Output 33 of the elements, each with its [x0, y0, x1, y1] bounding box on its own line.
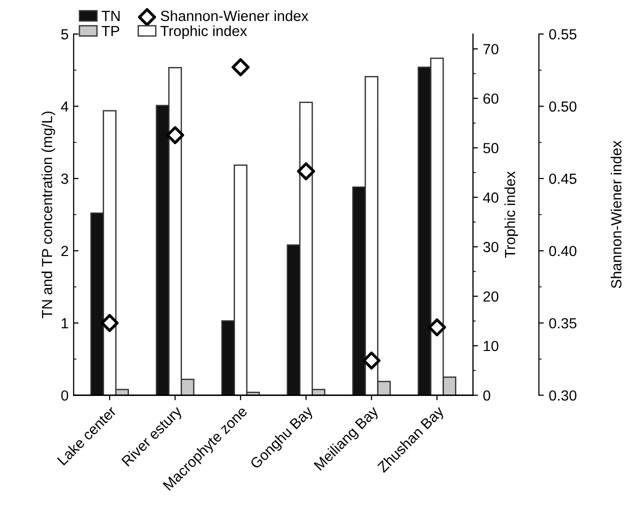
y-tick-label: 1: [62, 318, 68, 328]
y3-tick-label: 0.35: [549, 318, 576, 328]
point: [297, 162, 316, 180]
y3-tick-label: 0.45: [549, 174, 576, 184]
y2-tick-label: 40: [483, 192, 498, 203]
y-tick-label: 5: [61, 29, 68, 40]
y3-tick-label: 0.50: [549, 101, 576, 112]
y-tick-label: 4: [60, 102, 68, 112]
y3-tick-label: 0.30: [549, 390, 576, 401]
legend-label: Trophic index: [160, 25, 247, 40]
y2-tick-label: 30: [483, 242, 498, 252]
y2-tick-label: 20: [483, 291, 498, 302]
y-tick-label: 3: [61, 174, 68, 184]
point: [428, 318, 446, 336]
y2-tick-label: 60: [483, 93, 498, 104]
y2-tick-label: 70: [483, 44, 498, 54]
point: [232, 58, 250, 76]
y-axis-title: TN and TP concentration (mg/L): [42, 112, 56, 318]
point: [362, 352, 381, 370]
y2-axis-title: Trophic index: [504, 171, 518, 258]
legend-label: Shannon-Wiener index: [160, 10, 308, 22]
legend-label: TN: [102, 10, 120, 21]
y3-axis-title: Shannon-Wiener index: [610, 140, 622, 288]
legend-label: TP: [102, 26, 120, 36]
point: [166, 126, 184, 144]
y3-tick-label: 0.40: [549, 246, 576, 256]
y2-tick-label: 50: [483, 142, 498, 154]
point: [100, 314, 119, 332]
y-tick-label: 2: [61, 246, 68, 256]
y3-tick-label: 0.55: [549, 29, 576, 40]
y2-tick-label: 0: [483, 390, 490, 401]
y-tick-label: 0: [61, 390, 68, 401]
y2-tick-label: 10: [484, 340, 498, 352]
